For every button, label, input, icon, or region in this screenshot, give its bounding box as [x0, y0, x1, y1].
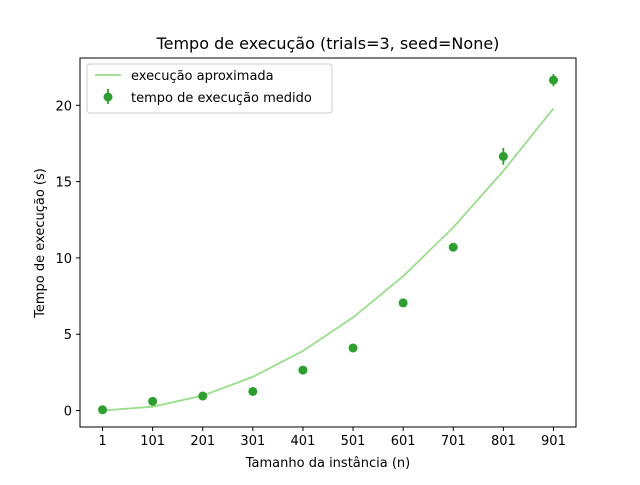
- y-tick-label: 15: [55, 176, 72, 191]
- data-point: [548, 75, 558, 85]
- x-tick-label: 501: [341, 434, 366, 449]
- legend: execução aproximada tempo de execução med…: [86, 63, 333, 114]
- x-tick-label: 201: [190, 434, 215, 449]
- data-point: [248, 386, 258, 396]
- series-line-approx: [102, 107, 555, 412]
- legend-label-measured: tempo de execução medido: [131, 91, 312, 106]
- legend-swatch-marker: [103, 92, 113, 102]
- x-axis-label: Tamanho da instância (n): [245, 456, 410, 471]
- y-tick-label: 20: [55, 99, 72, 114]
- y-tick-label: 0: [64, 405, 72, 420]
- axes-frame: [79, 57, 577, 428]
- axes: 1 101 201 301 401 501 601 701 801 901 0 5 10 15 20: [55, 57, 577, 449]
- x-tick-label: 601: [391, 434, 416, 449]
- x-tick-label: 301: [240, 434, 265, 449]
- plot-area: [98, 74, 558, 415]
- y-axis-label: Tempo de execução (s): [33, 168, 48, 319]
- x-tick-label: 101: [140, 434, 165, 449]
- x-tick-label: 801: [491, 434, 516, 449]
- y-tick-label: 10: [55, 252, 72, 267]
- data-point: [348, 343, 358, 353]
- data-point: [398, 298, 408, 308]
- data-point: [448, 242, 458, 252]
- x-tick-label: 901: [541, 434, 566, 449]
- data-point: [148, 396, 158, 406]
- data-point: [298, 365, 308, 375]
- x-tick-label: 401: [291, 434, 316, 449]
- data-point: [498, 151, 508, 161]
- data-point: [98, 405, 108, 415]
- legend-label-approx: execução aproximada: [131, 69, 274, 84]
- y-tick-label: 5: [64, 328, 72, 343]
- chart-title: Tempo de execução (trials=3, seed=None): [156, 34, 500, 53]
- x-tick-label: 701: [441, 434, 466, 449]
- data-point: [198, 391, 208, 401]
- legend-box: [86, 63, 333, 114]
- x-tick-label: 1: [98, 434, 106, 449]
